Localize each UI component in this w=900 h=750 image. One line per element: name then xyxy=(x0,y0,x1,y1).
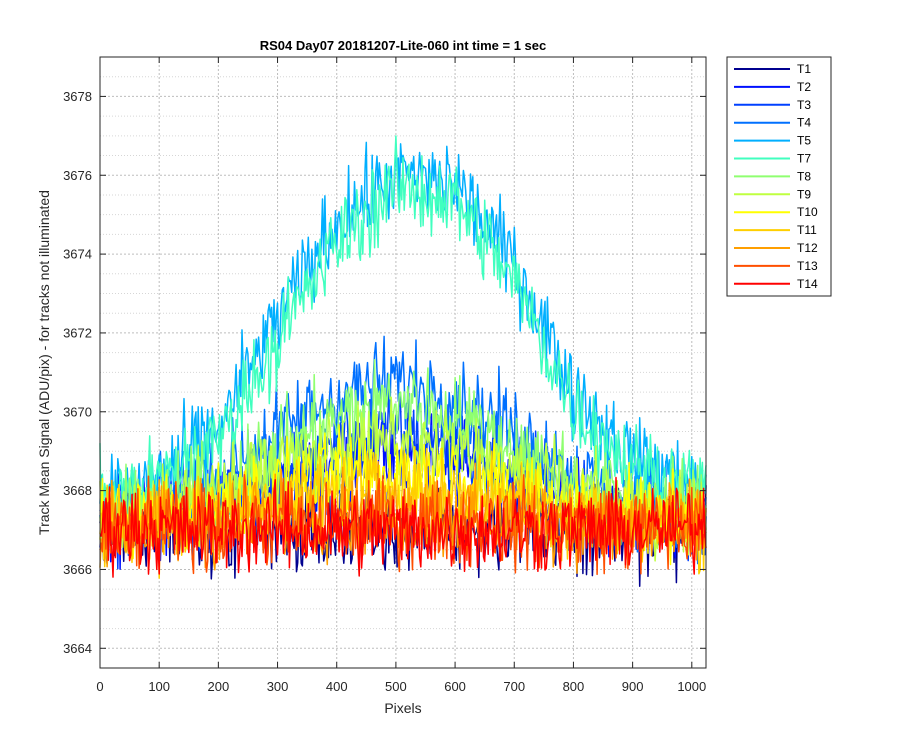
x-tick-label: 1000 xyxy=(677,679,706,694)
legend-label-t4: T4 xyxy=(797,116,811,130)
legend-label-t2: T2 xyxy=(797,80,811,94)
legend-label-t1: T1 xyxy=(797,62,811,76)
legend-label-t11: T11 xyxy=(797,223,817,237)
legend-label-t8: T8 xyxy=(797,169,811,183)
legend-label-t5: T5 xyxy=(797,134,811,148)
legend-label-t3: T3 xyxy=(797,98,811,112)
y-tick-label: 3672 xyxy=(63,325,92,340)
x-axis-label: Pixels xyxy=(384,700,421,716)
x-tick-label: 600 xyxy=(444,679,466,694)
y-tick-label: 3666 xyxy=(63,562,92,577)
legend-label-t14: T14 xyxy=(797,277,818,291)
legend-label-t12: T12 xyxy=(797,241,818,255)
x-tick-label: 500 xyxy=(385,679,407,694)
series-group xyxy=(99,135,707,587)
x-tick-label: 100 xyxy=(148,679,170,694)
x-tick-label: 400 xyxy=(326,679,348,694)
y-tick-label: 3670 xyxy=(63,404,92,419)
chart-title: RS04 Day07 20181207-Lite-060 int time = … xyxy=(260,38,547,53)
y-tick-label: 3676 xyxy=(63,168,92,183)
x-tick-label: 300 xyxy=(267,679,289,694)
legend-label-t13: T13 xyxy=(797,259,818,273)
x-tick-label: 800 xyxy=(563,679,585,694)
y-axis-label: Track Mean Signal (ADU/pix) - for tracks… xyxy=(36,190,52,535)
series-line-t14 xyxy=(99,476,707,578)
legend-label-t7: T7 xyxy=(797,152,811,166)
x-tick-label: 200 xyxy=(208,679,230,694)
y-tick-label: 3678 xyxy=(63,89,92,104)
legend-label-t9: T9 xyxy=(797,187,811,201)
legend-label-t10: T10 xyxy=(797,205,818,219)
y-tick-label: 3664 xyxy=(63,641,92,656)
plot-frame xyxy=(99,56,707,669)
x-tick-label: 0 xyxy=(96,679,103,694)
y-tick-label: 3668 xyxy=(63,483,92,498)
legend: T1 T2 T3 T4 T5 T7 T8 T9 T10 T11 T12 T13 T14 xyxy=(726,56,832,297)
x-tick-label: 900 xyxy=(622,679,644,694)
axis-ticks: 0 100 200 300 400 500 600 700 800 900 1000 3664 3666… xyxy=(63,57,706,694)
y-tick-label: 3674 xyxy=(63,247,92,262)
x-tick-label: 700 xyxy=(503,679,525,694)
